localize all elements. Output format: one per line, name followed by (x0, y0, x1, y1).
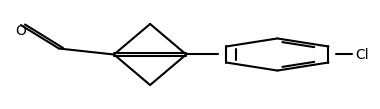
Text: O: O (16, 24, 26, 37)
Text: Cl: Cl (355, 48, 369, 61)
